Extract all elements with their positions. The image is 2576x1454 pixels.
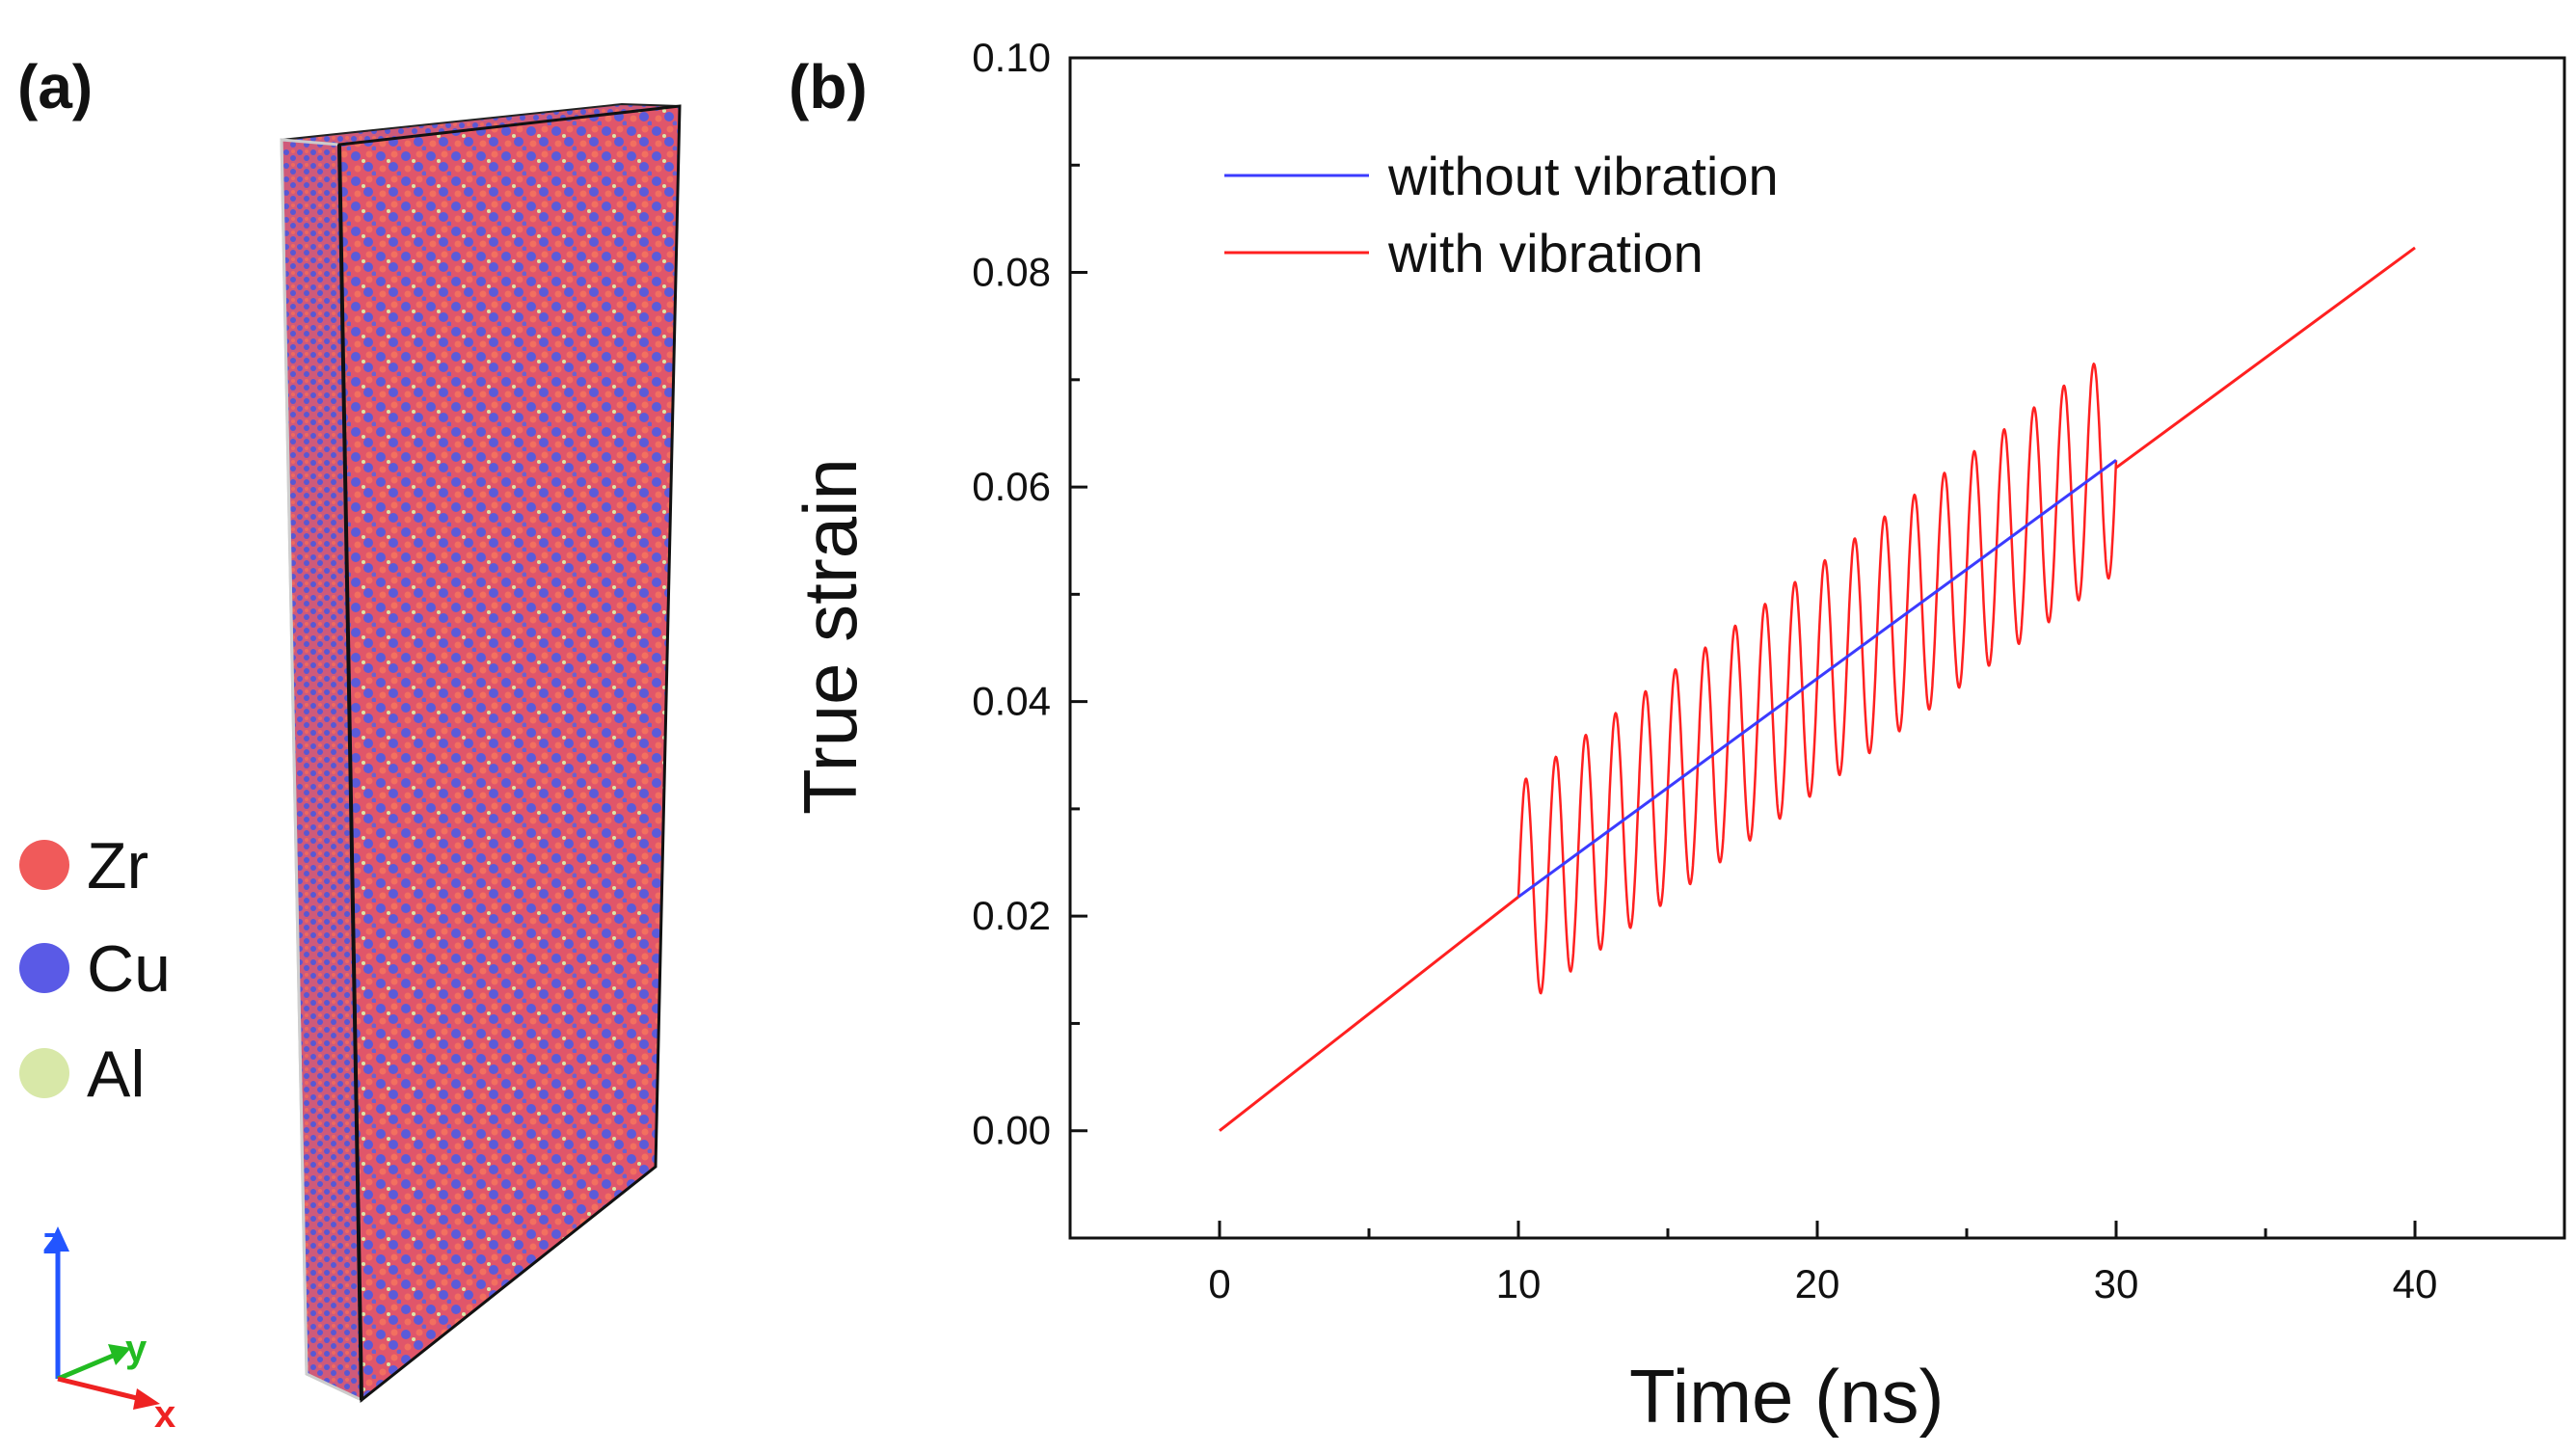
x-axis-ticks: 0 10 20 30 40 bbox=[1068, 1221, 2438, 1306]
y-tick-label: 0.04 bbox=[972, 679, 1051, 724]
without-vibration-line bbox=[1517, 459, 2117, 899]
slab-front-face bbox=[337, 104, 682, 1404]
al-legend-label: Al bbox=[87, 1037, 145, 1111]
plot-area bbox=[1068, 56, 2566, 1240]
x-tick-label: 40 bbox=[2393, 1261, 2438, 1306]
y-tick-label: 0.06 bbox=[972, 464, 1051, 509]
triad-y-label: y bbox=[125, 1328, 148, 1370]
legend-with-vibration-label: with vibration bbox=[1387, 223, 1704, 283]
triad-z-label: z bbox=[42, 1220, 62, 1262]
x-tick-label: 20 bbox=[1795, 1261, 1840, 1306]
y-tick-label: 0.08 bbox=[972, 250, 1051, 295]
atom-slab bbox=[280, 102, 682, 1404]
cu-legend-marker bbox=[19, 943, 69, 993]
zr-legend-marker bbox=[19, 840, 69, 890]
zr-legend-label: Zr bbox=[87, 829, 148, 902]
legend: without vibration with vibration bbox=[1224, 146, 1779, 283]
y-axis-ticks: 0.00 0.02 0.04 0.06 0.08 0.10 bbox=[972, 35, 1087, 1240]
panel-a: (a) Zr Cu Al z y x bbox=[17, 52, 682, 1436]
element-legend: Zr Cu Al bbox=[19, 829, 171, 1111]
legend-without-vibration-label: without vibration bbox=[1387, 146, 1779, 206]
triad-x-label: x bbox=[154, 1393, 175, 1436]
series-layer bbox=[1219, 246, 2416, 1132]
x-axis-title: Time (ns) bbox=[1629, 1354, 1944, 1439]
panel-a-label: (a) bbox=[17, 52, 93, 121]
x-tick-label: 10 bbox=[1496, 1261, 1542, 1306]
y-tick-label: 0.02 bbox=[972, 893, 1051, 938]
with-vibration-line-segment bbox=[1219, 895, 1519, 1132]
y-tick-label: 0.00 bbox=[972, 1108, 1051, 1153]
panel-b-label: (b) bbox=[789, 52, 868, 121]
with-vibration-line-segment bbox=[2115, 246, 2416, 470]
al-legend-marker bbox=[19, 1048, 69, 1098]
x-tick-label: 30 bbox=[2094, 1261, 2139, 1306]
cu-legend-label: Cu bbox=[87, 932, 171, 1006]
y-tick-label: 0.10 bbox=[972, 35, 1051, 80]
slab-back-edge bbox=[280, 139, 309, 1375]
slab-edge bbox=[337, 144, 363, 1401]
x-tick-label: 0 bbox=[1208, 1261, 1230, 1306]
y-axis-title: True strain bbox=[788, 458, 872, 815]
panel-b: (b) 0.00 0.02 0.04 0.06 0.08 0.10 0 10 20 30 40 T… bbox=[788, 35, 2566, 1439]
axes-triad-icon: z y x bbox=[42, 1220, 175, 1436]
